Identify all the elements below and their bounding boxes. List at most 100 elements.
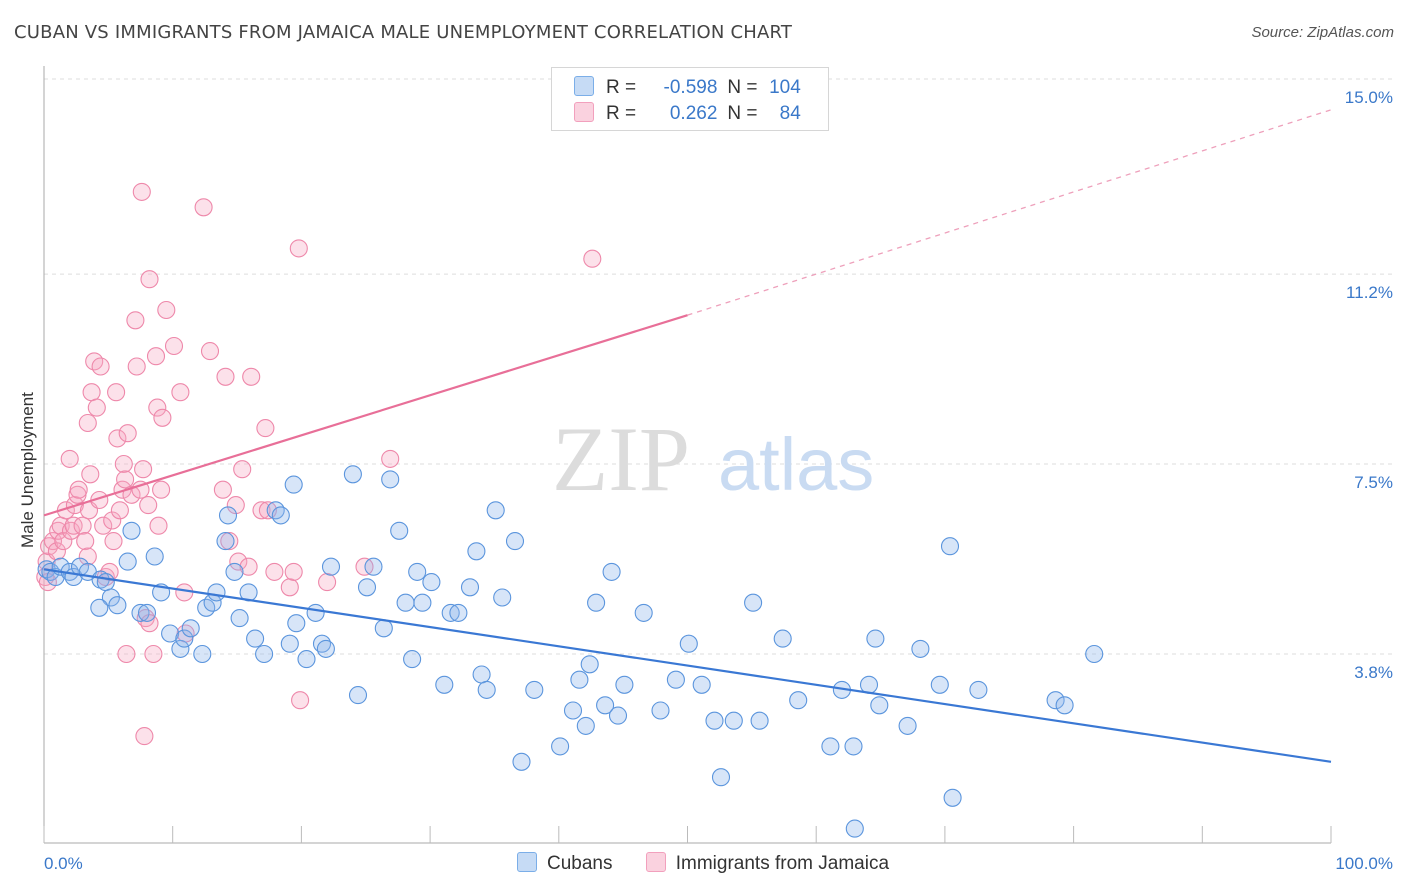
data-point [289, 239, 308, 258]
data-point [291, 691, 310, 710]
data-point [460, 578, 480, 597]
source-label: Source: ZipAtlas.com [1251, 24, 1394, 41]
data-point [284, 475, 303, 494]
data-point [381, 470, 400, 489]
data-point [602, 562, 621, 581]
chart-title: CUBAN VS IMMIGRANTS FROM JAMAICA MALE UN… [14, 22, 793, 43]
bottom-legend-cubans: Cubans [516, 852, 612, 875]
data-point [43, 532, 63, 551]
data-point [171, 383, 190, 402]
data-point [216, 367, 235, 386]
legend-n-value: 104 [769, 77, 801, 98]
data-point [200, 342, 220, 361]
data-point [78, 413, 97, 433]
data-point [724, 711, 743, 730]
data-point [608, 706, 628, 725]
data-point [744, 593, 763, 612]
data-point [108, 596, 127, 615]
data-point [297, 650, 316, 669]
data-point [512, 752, 531, 771]
data-point [148, 398, 167, 417]
data-point [789, 691, 808, 710]
axes [43, 66, 1332, 844]
data-point [280, 578, 299, 597]
data-point [90, 598, 109, 617]
data-point [651, 701, 670, 720]
data-point [390, 521, 409, 540]
data-point [505, 532, 525, 551]
data-point [73, 516, 92, 535]
data-point [252, 501, 271, 520]
data-point [239, 557, 258, 576]
data-point [570, 670, 589, 689]
data-point [137, 603, 157, 622]
data-point [164, 336, 184, 356]
data-point [149, 516, 168, 535]
data-point [81, 465, 100, 484]
data-point [220, 532, 239, 551]
data-point [321, 557, 341, 576]
x-tick-label: 100.0% [1335, 854, 1393, 873]
data-point [101, 588, 120, 607]
data-point [117, 644, 136, 664]
data-point [551, 737, 570, 756]
data-point [396, 593, 415, 612]
data-point [449, 603, 468, 622]
data-point [246, 629, 265, 648]
data-point [175, 583, 194, 602]
bottom-legend: Cubans Immigrants from Jamaica [0, 852, 1406, 875]
watermark: ZIP atlas [552, 408, 874, 510]
data-point [348, 686, 368, 705]
data-point [587, 593, 606, 612]
data-point [103, 511, 122, 530]
data-point [207, 583, 226, 602]
data-point [114, 454, 133, 474]
data-point [271, 506, 290, 525]
data-point [118, 424, 137, 443]
data-point [596, 696, 615, 715]
y-tick-label: 7.5% [1354, 473, 1393, 492]
legend-swatch-cubans [574, 76, 594, 96]
trend-line [43, 568, 1332, 763]
tick-labels: 3.8% 7.5% 11.2% 15.0% 0.0% 100.0% [44, 88, 1393, 873]
data-point [69, 480, 88, 499]
data-point [193, 644, 212, 664]
data-point [692, 675, 711, 694]
data-point [357, 578, 377, 597]
data-point [144, 644, 163, 664]
data-point [343, 465, 362, 484]
data-point [930, 675, 949, 694]
data-point [844, 737, 863, 756]
data-point [131, 480, 150, 499]
data-point [306, 603, 325, 622]
data-point [1085, 644, 1104, 664]
legend-swatch-jamaica [574, 102, 594, 122]
legend-r-value: -0.598 [663, 77, 718, 98]
data-point [580, 655, 599, 674]
data-point [943, 788, 962, 807]
data-point [441, 603, 460, 622]
data-point [61, 521, 81, 540]
data-point [969, 680, 988, 699]
data-point [898, 716, 917, 735]
data-point [435, 675, 454, 694]
data-point [711, 768, 731, 787]
trend-line [43, 314, 688, 517]
data-point [242, 367, 261, 386]
data-point [750, 711, 769, 730]
data-point [60, 449, 79, 468]
data-point [157, 300, 176, 320]
data-point [870, 696, 889, 715]
data-point [486, 501, 505, 520]
bottom-legend-jamaica: Immigrants from Jamaica [645, 852, 889, 875]
data-point [126, 311, 145, 330]
legend: R = -0.598 N = 104 R = 0.262 N = 84 [551, 67, 829, 131]
legend-n-label: N = [727, 77, 758, 98]
data-point [576, 716, 595, 735]
data-point [107, 383, 126, 402]
data-point [773, 629, 792, 648]
data-point [413, 593, 432, 612]
bottom-swatch-cubans [516, 852, 537, 872]
data-point [104, 532, 123, 551]
